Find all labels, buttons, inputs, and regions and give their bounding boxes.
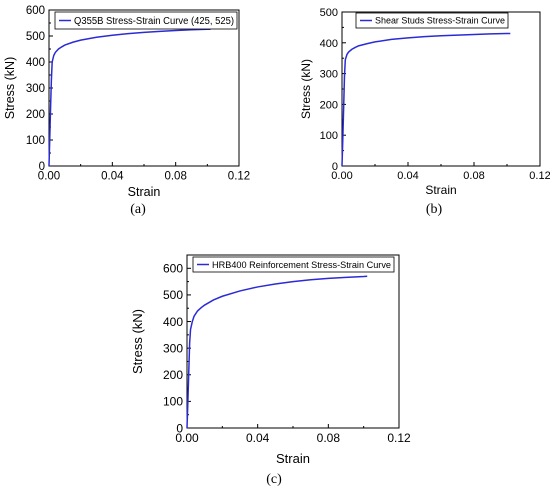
y-tick-label: 0 xyxy=(332,161,338,173)
y-tick-label: 0 xyxy=(176,421,183,435)
y-tick-label: 0 xyxy=(39,161,45,173)
legend-label: Q355B Stress-Strain Curve (425, 525) xyxy=(74,16,234,27)
y-axis-title: Stress (kN) xyxy=(299,59,313,119)
y-tick-label: 600 xyxy=(26,5,45,17)
chart-a: 0.00 0.04 0.08 0.12 0 100 200 300 400 500 600 Strai… xyxy=(3,5,250,199)
x-tick-label: 0.12 xyxy=(387,431,411,445)
y-axis-title: Stress (kN) xyxy=(130,309,145,374)
x-tick-label: 0.00 xyxy=(38,171,60,183)
series-line xyxy=(341,32,511,167)
legend-label: HRB400 Reinforcement Stress-Strain Curve xyxy=(212,260,391,271)
legend-box xyxy=(355,12,509,29)
y-tick-label: 400 xyxy=(26,57,45,69)
x-tick-label: 0.12 xyxy=(529,170,550,182)
chart-c: 0.00 0.04 0.08 0.12 0 100 200 300 400 500 600 Strai… xyxy=(130,254,411,466)
panel-label-b: (b) xyxy=(425,202,443,217)
x-tick-label: 0.00 xyxy=(331,170,352,182)
y-tick-label: 200 xyxy=(163,368,183,382)
y-tick-label: 400 xyxy=(320,38,338,50)
y-tick-label: 300 xyxy=(26,83,45,95)
y-tick-label: 600 xyxy=(163,262,183,276)
legend-label: Shear Studs Stress-Strain Curve xyxy=(375,16,505,26)
x-tick-label: 0.08 xyxy=(463,170,484,182)
legend-box xyxy=(192,256,395,273)
y-tick-label: 100 xyxy=(26,135,45,147)
chart-b: 0.00 0.04 0.08 0.12 0 100 200 300 400 500 Strain St… xyxy=(299,7,550,197)
y-tick-label: 300 xyxy=(320,69,338,81)
x-tick-label: 0.08 xyxy=(317,431,341,445)
x-axis-title: Strain xyxy=(425,183,456,197)
y-tick-label: 100 xyxy=(163,395,183,409)
x-tick-label: 0.04 xyxy=(101,171,124,183)
y-tick-label: 400 xyxy=(163,315,183,329)
x-tick-label: 0.04 xyxy=(246,431,270,445)
y-tick-label: 500 xyxy=(26,31,45,43)
series-line xyxy=(186,275,368,429)
x-axis-title: Strain xyxy=(128,185,161,199)
x-tick-label: 0.08 xyxy=(164,171,186,183)
x-axis-title: Strain xyxy=(276,451,310,466)
y-axis-title: Stress (kN) xyxy=(3,57,17,120)
x-tick-label: 0.00 xyxy=(175,431,199,445)
series-line xyxy=(48,28,211,167)
y-tick-label: 500 xyxy=(163,288,183,302)
x-tick-label: 0.12 xyxy=(228,171,250,183)
y-tick-label: 500 xyxy=(320,7,338,19)
panel-label-a: (a) xyxy=(130,202,146,217)
y-tick-label: 300 xyxy=(163,341,183,355)
y-tick-label: 200 xyxy=(26,109,45,121)
panel-label-c: (c) xyxy=(266,472,282,487)
plot-frame xyxy=(48,9,240,167)
legend-box xyxy=(54,11,238,30)
y-tick-label: 200 xyxy=(320,99,338,111)
y-tick-label: 100 xyxy=(320,130,338,142)
x-tick-label: 0.04 xyxy=(397,170,418,182)
